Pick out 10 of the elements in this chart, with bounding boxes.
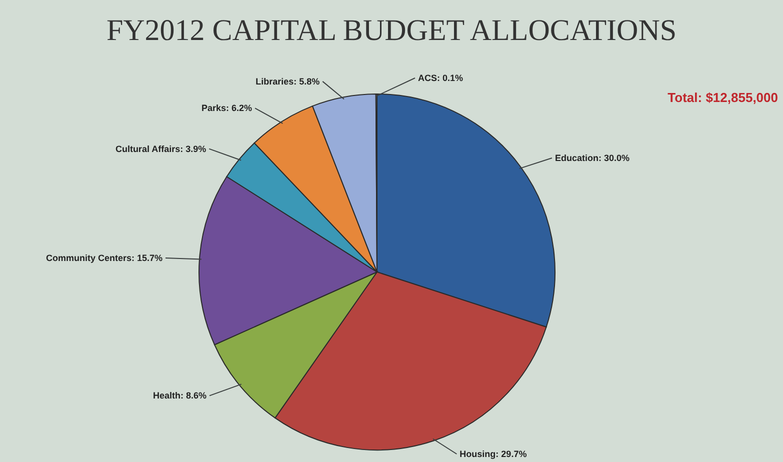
slice-label: Parks: 6.2% [202,103,252,114]
slice-label: Health: 8.6% [152,390,207,401]
slice-label: Cultural Affairs: 3.9% [115,144,206,154]
text: Total: $12,855,000 [668,90,778,105]
slice-label: Education: 30.0% [554,152,630,163]
slice-label: Housing: 29.7% [460,449,527,459]
chart-title: FY2012 CAPITAL BUDGET ALLOCATIONS [106,14,677,47]
slice-label: ACS: 0.1% [418,73,464,83]
slice-label: Community Centers: 15.7% [46,252,163,263]
slice-label: Libraries: 5.8% [256,76,320,86]
